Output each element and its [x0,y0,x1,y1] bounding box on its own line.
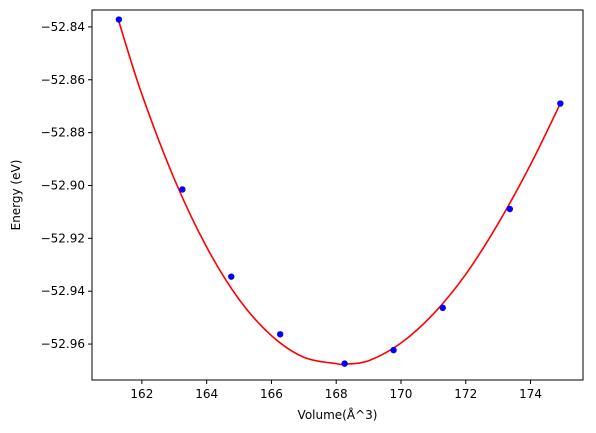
x-tick-label: 174 [519,387,542,401]
data-point [276,331,284,338]
x-tick-label: 172 [454,387,477,401]
data-point [557,100,564,107]
x-tick-label: 168 [325,387,348,401]
data-point [341,360,348,367]
y-tick-label: −52.88 [41,126,85,140]
y-tick-label: −52.96 [41,337,85,351]
data-point [228,273,235,280]
fit-curve-line [118,21,562,366]
y-tick-label: −52.94 [41,284,85,298]
y-tick-label: −52.84 [41,20,85,34]
data-point [390,346,397,354]
data-point [439,304,446,312]
axes-frame [91,9,584,381]
y-tick-label: −52.92 [41,231,85,245]
x-tick-label: 166 [260,387,283,401]
data-layer [115,16,564,367]
y-axis-label: Energy (eV) [9,160,23,231]
y-tick-label: −52.86 [41,73,85,87]
axes: 162 164 166 168 170 172 174 −52.84 −52.86 −52.88 −… [41,9,584,401]
x-axis-label: Volume(Å^3) [298,407,378,422]
x-tick-label: 162 [130,387,153,401]
x-tick-label: 164 [195,387,218,401]
plot-area [115,16,564,367]
data-point [179,186,186,193]
data-point [115,16,123,23]
y-tick-label: −52.90 [41,178,85,192]
x-tick-label: 170 [390,387,413,401]
data-point [506,205,514,213]
